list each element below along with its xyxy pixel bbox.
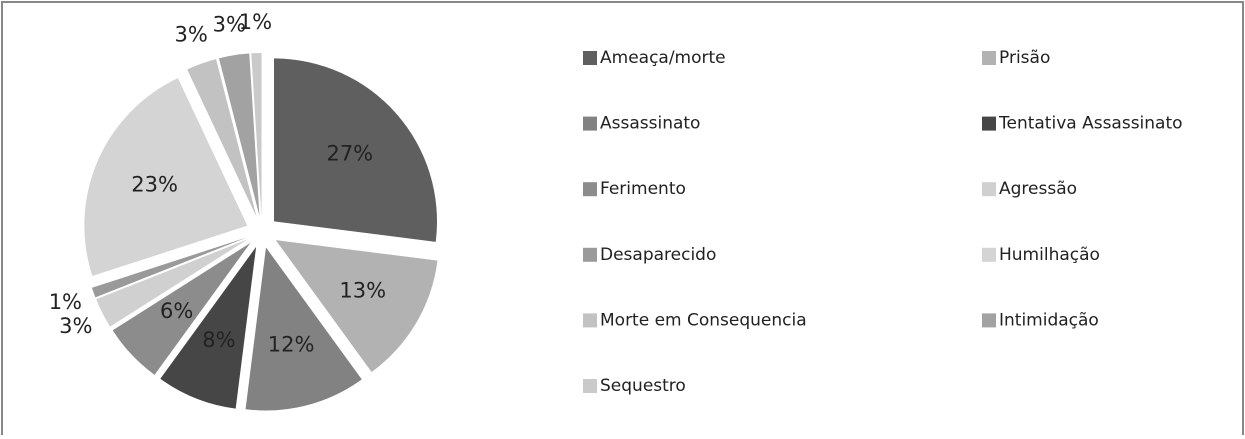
legend-label: Ferimento <box>600 179 686 199</box>
pie-slice <box>274 58 438 242</box>
legend-label: Ameaça/morte <box>600 48 726 68</box>
data-label: 3% <box>213 13 246 37</box>
legend-swatch <box>583 247 597 262</box>
pie-slice <box>275 240 438 373</box>
pie-slice <box>251 53 262 217</box>
legend-label: Assassinato <box>600 114 700 134</box>
legend-swatch <box>982 182 996 197</box>
data-label: 13% <box>339 279 386 303</box>
pie-slice <box>160 246 257 409</box>
legend-swatch <box>583 116 597 131</box>
data-label: 27% <box>326 142 373 166</box>
data-label: 12% <box>268 332 315 356</box>
legend-label: Tentativa Assassinato <box>998 114 1183 134</box>
pie-slice <box>96 239 248 327</box>
data-label: 1% <box>49 290 82 314</box>
legend-swatch <box>583 313 597 328</box>
data-label: 23% <box>131 173 178 197</box>
legend-label: Prisão <box>999 48 1050 68</box>
legend-swatch <box>982 247 996 262</box>
pie-slice <box>218 53 260 217</box>
data-label: 3% <box>59 314 92 338</box>
legend-swatch <box>982 51 996 65</box>
legend-label: Humilhação <box>999 245 1100 265</box>
legend-swatch <box>982 313 996 328</box>
data-label: 6% <box>160 299 193 323</box>
data-label: 1% <box>239 10 272 34</box>
legend-swatch <box>583 379 597 393</box>
data-label: 3% <box>175 22 208 46</box>
legend-swatch <box>982 116 996 131</box>
pie-slice <box>245 247 362 411</box>
legend-swatch <box>583 51 597 65</box>
legend-label: Intimidação <box>999 310 1099 330</box>
legend-label: Morte em Consequencia <box>600 310 807 330</box>
pie-slice <box>112 242 251 375</box>
legend-label: Sequestro <box>600 376 686 396</box>
legend-label: Agressão <box>999 179 1077 199</box>
data-label: 8% <box>202 328 235 352</box>
pie-slice <box>84 78 248 277</box>
pie-slice <box>187 59 257 217</box>
pie-slice <box>91 237 247 298</box>
legend-swatch <box>583 182 597 197</box>
legend-label: Desaparecido <box>600 245 716 265</box>
